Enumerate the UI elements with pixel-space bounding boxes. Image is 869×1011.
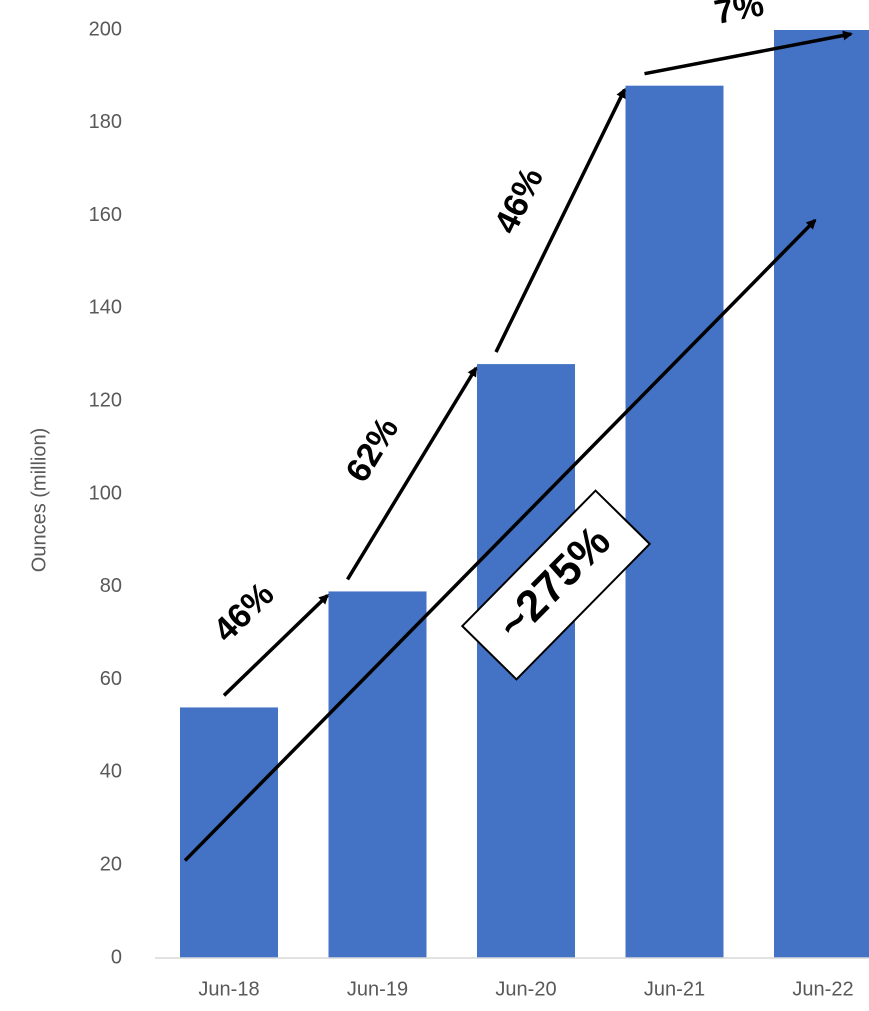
growth-label: 7% (711, 0, 766, 32)
growth-arrow (346, 366, 478, 581)
growth-arrow (222, 594, 329, 697)
y-tick-label: 0 (111, 946, 122, 968)
y-tick-label: 100 (89, 482, 122, 504)
bars (180, 30, 869, 959)
y-axis-ticks: 0 20 40 60 80 100 120 140 160 180 200 (89, 18, 122, 968)
bar (180, 707, 278, 958)
growth-arrow (644, 30, 853, 76)
growth-arrow (183, 218, 817, 862)
growth-label: 46% (487, 162, 551, 240)
annotations: 46%62%46%7%~275% (183, 0, 853, 862)
bar (625, 85, 724, 959)
x-tick-label: Jun-18 (198, 978, 259, 1000)
bar (774, 30, 869, 958)
y-tick-label: 20 (100, 853, 122, 875)
x-tick-label: Jun-19 (347, 978, 408, 1000)
y-tick-label: 40 (100, 761, 122, 783)
growth-label: 46% (206, 575, 281, 650)
y-tick-label: 60 (100, 668, 122, 690)
bar (328, 591, 427, 958)
y-axis-label: Ounces (million) (28, 428, 50, 572)
y-tick-label: 160 (89, 204, 122, 226)
x-axis-ticks: Jun-18 Jun-19 Jun-20 Jun-21 Jun-22 (198, 978, 853, 1000)
y-tick-label: 140 (89, 297, 122, 319)
growth-arrow (494, 87, 627, 353)
growth-label: 62% (339, 411, 407, 489)
x-tick-label: Jun-22 (792, 978, 853, 1000)
y-tick-label: 180 (89, 111, 122, 133)
x-tick-label: Jun-21 (644, 978, 705, 1000)
y-tick-label: 200 (89, 18, 122, 40)
x-tick-label: Jun-20 (495, 978, 556, 1000)
label-box (460, 489, 652, 681)
y-tick-label: 80 (100, 575, 122, 597)
y-tick-label: 120 (89, 389, 122, 411)
